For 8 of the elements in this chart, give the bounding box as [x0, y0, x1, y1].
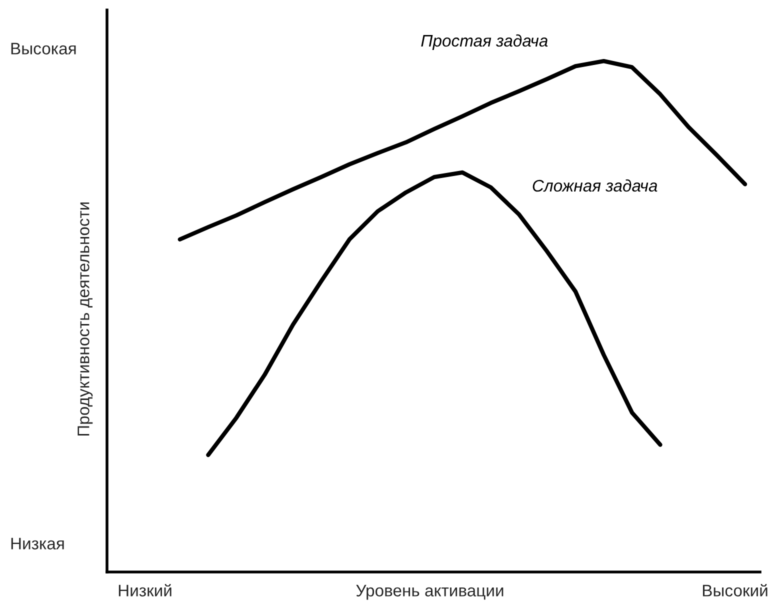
text: Низкая — [11, 538, 64, 550]
series-label: Простая задача — [421, 34, 548, 50]
text: Высокая — [11, 42, 76, 54]
y-axis-title: Продуктивность деятельности — [78, 202, 93, 436]
series-label: Сложная задача — [532, 179, 658, 192]
x-axis-title: Уровень активации — [356, 584, 504, 600]
text: Низкий — [118, 584, 172, 596]
text: Высокий — [702, 584, 768, 596]
